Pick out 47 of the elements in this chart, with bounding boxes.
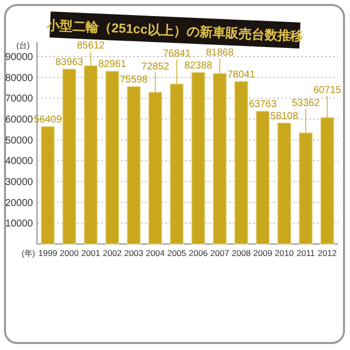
x-tick-label: 2010	[274, 248, 294, 258]
data-label: 83963	[55, 57, 84, 68]
x-tick-label: 2000	[60, 248, 79, 258]
x-tick-label: 2001	[81, 248, 100, 258]
x-tick-label: 2002	[102, 248, 122, 258]
data-label: 58108	[270, 110, 299, 122]
data-label: 72852	[141, 62, 170, 73]
data-label: 76841	[162, 48, 192, 60]
x-tick-label: 2012	[318, 248, 337, 258]
x-tick-label: 2008	[232, 248, 251, 258]
x-tick-label: 2003	[124, 248, 144, 258]
data-label: 81868	[206, 47, 234, 58]
bar	[105, 70, 120, 244]
y-tick-label: 80000	[5, 72, 34, 84]
x-tick-label: 2007	[210, 248, 230, 258]
x-axis-title: (年)	[22, 249, 36, 258]
data-label: 53362	[292, 98, 320, 109]
x-tick-label: 2005	[167, 248, 186, 258]
bar	[62, 68, 76, 244]
y-tick-label: 30000	[5, 177, 34, 188]
data-label: 78041	[227, 69, 256, 80]
bar	[40, 126, 55, 244]
data-label: 60715	[313, 84, 342, 96]
x-tick-label: 2004	[146, 248, 165, 258]
data-label: 56409	[34, 114, 62, 126]
x-tick-label: 1999	[38, 248, 58, 258]
y-tick-label: 90000	[5, 52, 34, 64]
data-label: 63763	[248, 99, 278, 110]
x-tick-label: 2006	[188, 248, 208, 258]
data-label: 82388	[184, 60, 213, 72]
data-label: 75598	[120, 74, 148, 86]
y-tick-label: 40000	[5, 156, 34, 168]
y-tick-label: 20000	[5, 198, 34, 209]
x-tick-label: 2009	[253, 248, 272, 258]
x-tick-label: 2011	[296, 248, 316, 258]
bar	[277, 122, 292, 244]
bar	[126, 86, 141, 244]
data-label: 85612	[76, 40, 106, 52]
y-tick-label: 50000	[5, 135, 34, 146]
y-axis-title: (台)	[16, 41, 30, 50]
data-label: 82961	[98, 59, 127, 70]
y-tick-label: 70000	[5, 94, 34, 105]
bar	[234, 81, 248, 244]
y-tick-label: 10000	[5, 218, 34, 230]
bar	[256, 110, 270, 244]
y-tick-label: 60000	[5, 114, 34, 126]
bar	[191, 72, 206, 244]
